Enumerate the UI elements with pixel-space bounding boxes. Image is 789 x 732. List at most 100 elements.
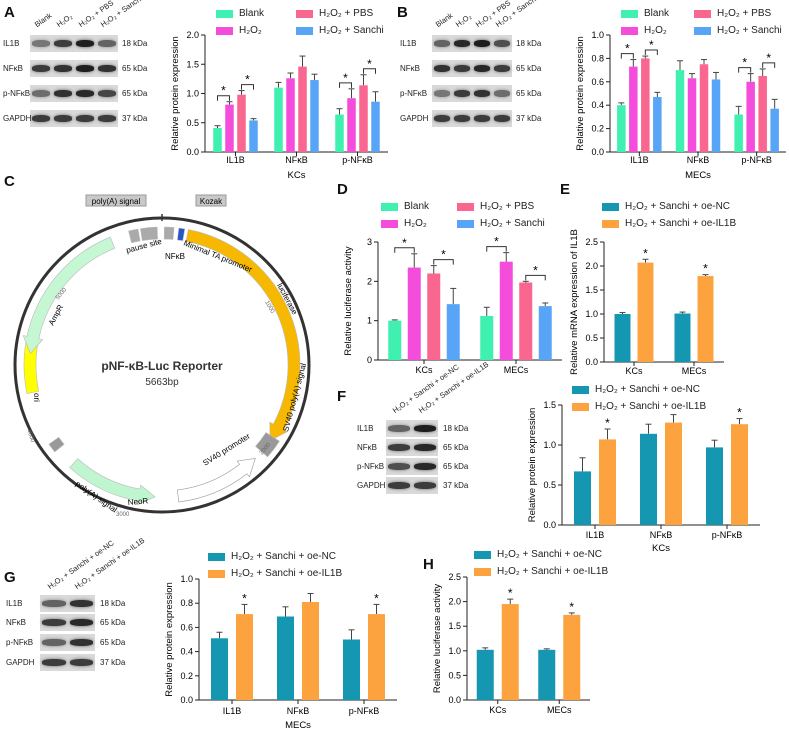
blot-strip [30,60,118,77]
y-tick-label: 1.5 [585,285,598,295]
blot-band [69,639,93,646]
legend-label: H₂O₂ + Sanchi + oe-NC [595,384,701,395]
feature-label-nfkb: NFκB [165,252,185,261]
blot-strip [386,477,438,494]
y-tick-label: 0 [367,355,372,365]
x-tick-label: KCs [625,366,643,376]
significance-star: * [374,591,379,605]
blot-strip [432,85,512,102]
significance-star: * [242,591,247,605]
significance-star: * [533,263,538,277]
significance-bracket [394,247,415,253]
y-tick-label: 2 [367,276,372,286]
chart-a: 0.0 0.5 1.0 1.5 2.0 Relative protein expressi… [170,30,388,181]
blot-strip [386,439,438,456]
kda-label: 65 kDa [100,618,126,627]
y-tick-label: 0.5 [585,333,598,343]
neor-arrow [69,458,156,506]
row-label: IL1B [6,599,23,608]
row-label: GAPDH [357,481,386,490]
legend-swatch-oe-il1b [572,402,589,411]
blot-band [98,40,116,47]
kda-label: 65 kDa [100,638,126,647]
blot-band [494,65,510,72]
bar [574,471,591,525]
significance-star: * [605,416,610,430]
legend-label: H₂O₂ + Sanchi + oe-IL1B [625,218,737,229]
row-label: p-NFκB [6,638,34,647]
significance-bracket [217,95,230,101]
bar [665,422,682,525]
significance-bracket [433,259,454,265]
bar [211,638,228,700]
legend-label: Blank [404,201,430,212]
panel-label-b: B [397,4,408,21]
y-tick-label: 0.8 [591,53,604,63]
y-axis-label: Relative mRNA expression of IL1B [569,229,580,375]
significance-bracket [363,68,376,74]
legend-swatch-oe-nc [572,385,589,394]
legend-swatch-pbs [296,9,313,18]
legend-label: H₂O₂ + Sanchi + oe-NC [497,549,603,560]
row-label: GAPDH [6,658,35,667]
significance-bracket [644,49,658,56]
y-tick-label: 2.5 [585,237,598,247]
panel-label-c: C [4,173,15,190]
blot-strip [40,595,95,612]
y-tick-label: 0.8 [180,598,193,608]
kozak-tag [195,194,227,207]
x-axis-label: KCs [652,543,670,554]
legend-swatch-h2o2 [381,219,398,228]
feature-label-polya-top: poly(A) signal [92,197,141,206]
y-tick-label: 1.0 [591,30,604,40]
significance-star: * [649,38,654,52]
bar [731,424,748,525]
blot-band [434,65,450,72]
chart-g: 0.0 0.2 0.4 0.6 0.8 1.0 Relative protein expre… [164,574,397,731]
significance-bracket [339,82,352,88]
sv40-polya-mark [255,432,280,458]
y-tick-label: 0.6 [180,622,193,632]
bar [277,616,294,700]
chart-d: 0 1 2 3 Relative luciferase activity KCs * * MEC… [343,235,562,375]
bar [388,320,402,360]
significance-bracket [486,246,507,252]
sv40-promoter-arrow [177,457,256,503]
row-label: p-NFκB [3,89,31,98]
y-tick-label: 0.2 [180,671,193,681]
y-tick-label: 0.0 [180,695,193,705]
legend-swatch-pbs [694,9,711,18]
plasmid-size: 5663bp [145,377,179,388]
y-axis-label: Relative protein expression [575,36,586,151]
pause-site-mark [140,226,158,241]
y-axis-label: Relative luciferase activity [432,584,443,694]
bar [519,282,533,360]
row-label: p-NFκB [400,89,428,98]
y-tick-label: 1.5 [543,400,556,410]
bar [746,81,755,152]
x-tick-label: p-NFκB [741,155,772,165]
significance-star: * [245,73,250,87]
bar [770,108,779,152]
blot-band [32,65,50,72]
row-label: NFκB [3,64,23,73]
blot-band [32,115,50,122]
blot-strip [40,654,95,671]
blot-band [42,659,66,666]
row-label: IL1B [3,39,20,48]
significance-star: * [703,262,708,276]
legend-label: H₂O₂ [404,218,427,229]
bar [298,66,307,152]
legend-label: H₂O₂ + Sanchi [319,25,384,36]
legend-label: H₂O₂ + Sanchi + oe-NC [231,551,337,562]
y-tick-label: 0.4 [591,100,604,110]
y-tick-label: 1.5 [448,621,461,631]
significance-bracket [620,53,634,59]
x-tick-label: p-NFκB [712,530,743,540]
y-tick-label: 2.0 [186,30,199,40]
row-label: NFκB [400,64,420,73]
blot-strip [30,110,118,127]
bar [711,79,721,152]
blot-band [434,40,450,47]
